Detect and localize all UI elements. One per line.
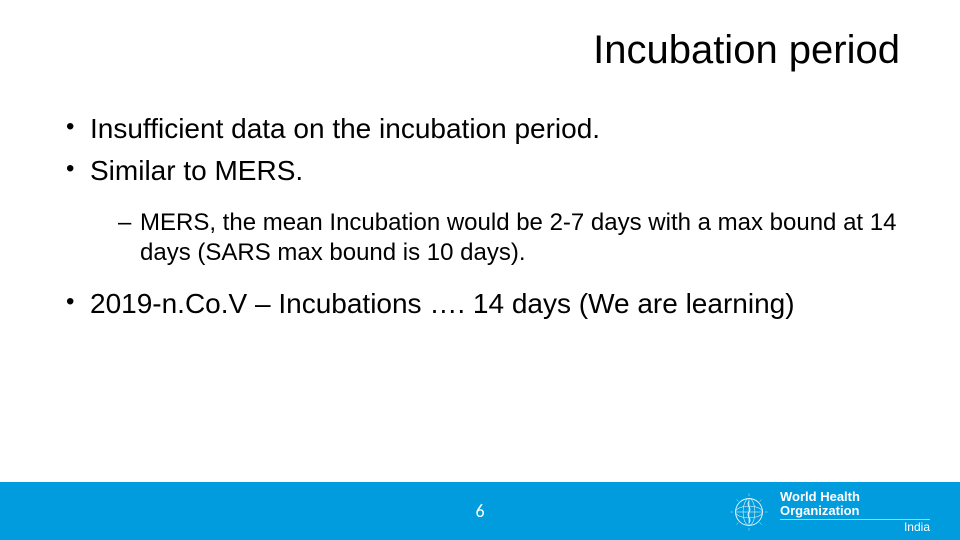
bullet-list-level1: Insufficient data on the incubation peri… — [50, 111, 910, 322]
slide: Incubation period Insufficient data on t… — [0, 0, 960, 540]
bullet-item: Similar to MERS. MERS, the mean Incubati… — [66, 153, 910, 267]
who-name-line1: World Health — [780, 490, 930, 504]
bullet-list-level2: MERS, the mean Incubation would be 2-7 d… — [90, 208, 910, 268]
page-number: 6 — [475, 500, 484, 522]
who-emblem-icon — [728, 491, 770, 533]
who-logo: World Health Organization India — [728, 490, 930, 534]
bullet-text: Similar to MERS. — [90, 155, 303, 186]
footer-bar: 6 Wor — [0, 482, 960, 540]
who-name-line2: Organization — [780, 504, 930, 518]
who-text-block: World Health Organization India — [780, 490, 930, 534]
bullet-item: 2019-n.Co.V – Incubations …. 14 days (We… — [66, 286, 910, 322]
slide-body: Insufficient data on the incubation peri… — [0, 73, 960, 328]
bullet-item: Insufficient data on the incubation peri… — [66, 111, 910, 147]
who-country: India — [780, 521, 930, 534]
sub-bullet-item: MERS, the mean Incubation would be 2-7 d… — [118, 208, 910, 268]
slide-title: Incubation period — [0, 0, 960, 73]
